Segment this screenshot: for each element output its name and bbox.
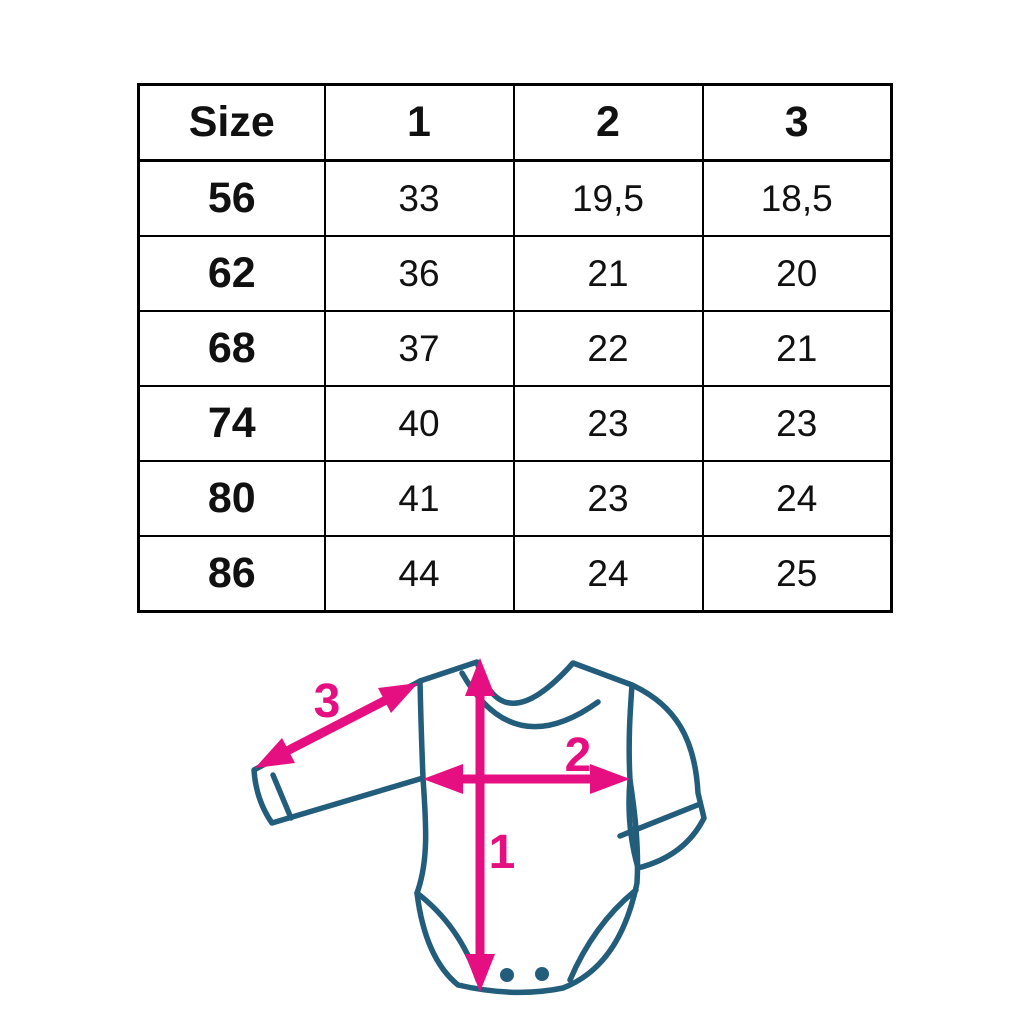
arrow-head-up (465, 658, 495, 696)
size-table: Size 1 2 3 56 33 19,5 18,5 62 36 21 20 68 37 22 21 7… (137, 83, 893, 613)
arrow-head-sw (255, 738, 295, 768)
length-arrow (465, 658, 495, 992)
arrow-head-down (465, 954, 495, 992)
table-row: 68 37 22 21 (137, 310, 893, 387)
right-leg-binding (567, 887, 639, 983)
size-table-body: 56 33 19,5 18,5 62 36 21 20 68 37 22 21 74 40 23 23 80 41… (137, 159, 893, 613)
value-cell: 24 (512, 535, 704, 613)
value-cell: 25 (701, 535, 893, 613)
measurement-diagram: 1 2 3 (251, 658, 707, 996)
size-cell: 62 (137, 235, 326, 312)
size-cell: 56 (137, 159, 326, 237)
snap-dot (535, 967, 549, 981)
value-cell: 21 (512, 235, 704, 312)
column-header-1: 1 (323, 83, 515, 162)
value-cell: 21 (701, 310, 893, 387)
value-cell: 37 (323, 310, 515, 387)
column-header-3: 3 (701, 83, 893, 162)
table-row: 86 44 24 25 (137, 535, 893, 613)
arrow-head-ne (378, 683, 418, 713)
value-cell: 18,5 (701, 159, 893, 237)
size-cell: 86 (137, 535, 326, 613)
left-cuff-line (270, 772, 294, 821)
right-sleeve (626, 682, 707, 871)
value-cell: 33 (323, 159, 515, 237)
table-row: 56 33 19,5 18,5 (137, 159, 893, 237)
column-header-2: 2 (512, 83, 704, 162)
value-cell: 22 (512, 310, 704, 387)
value-cell: 20 (701, 235, 893, 312)
value-cell: 23 (512, 460, 704, 537)
length-label: 1 (489, 826, 516, 879)
left-sleeve (251, 678, 426, 826)
value-cell: 44 (323, 535, 515, 613)
sleeve-arrow (255, 683, 418, 768)
column-header-size: Size (137, 83, 326, 162)
bodysuit-outline (414, 659, 641, 996)
value-cell: 24 (701, 460, 893, 537)
sleeve-label: 3 (314, 675, 341, 728)
snap-dot (500, 968, 514, 982)
width-label: 2 (565, 729, 592, 782)
value-cell: 23 (512, 385, 704, 462)
right-cuff-line (617, 801, 703, 839)
arrow-head-right (590, 764, 630, 794)
size-cell: 74 (137, 385, 326, 462)
value-cell: 40 (323, 385, 515, 462)
table-row: 74 40 23 23 (137, 385, 893, 462)
table-row: 80 41 23 24 (137, 460, 893, 537)
value-cell: 23 (701, 385, 893, 462)
value-cell: 36 (323, 235, 515, 312)
header-row: Size 1 2 3 (137, 83, 893, 162)
arrow-head-left (423, 764, 463, 794)
width-arrow (423, 764, 630, 794)
value-cell: 41 (323, 460, 515, 537)
value-cell: 19,5 (512, 159, 704, 237)
size-cell: 80 (137, 460, 326, 537)
size-cell: 68 (137, 310, 326, 387)
table-row: 62 36 21 20 (137, 235, 893, 312)
